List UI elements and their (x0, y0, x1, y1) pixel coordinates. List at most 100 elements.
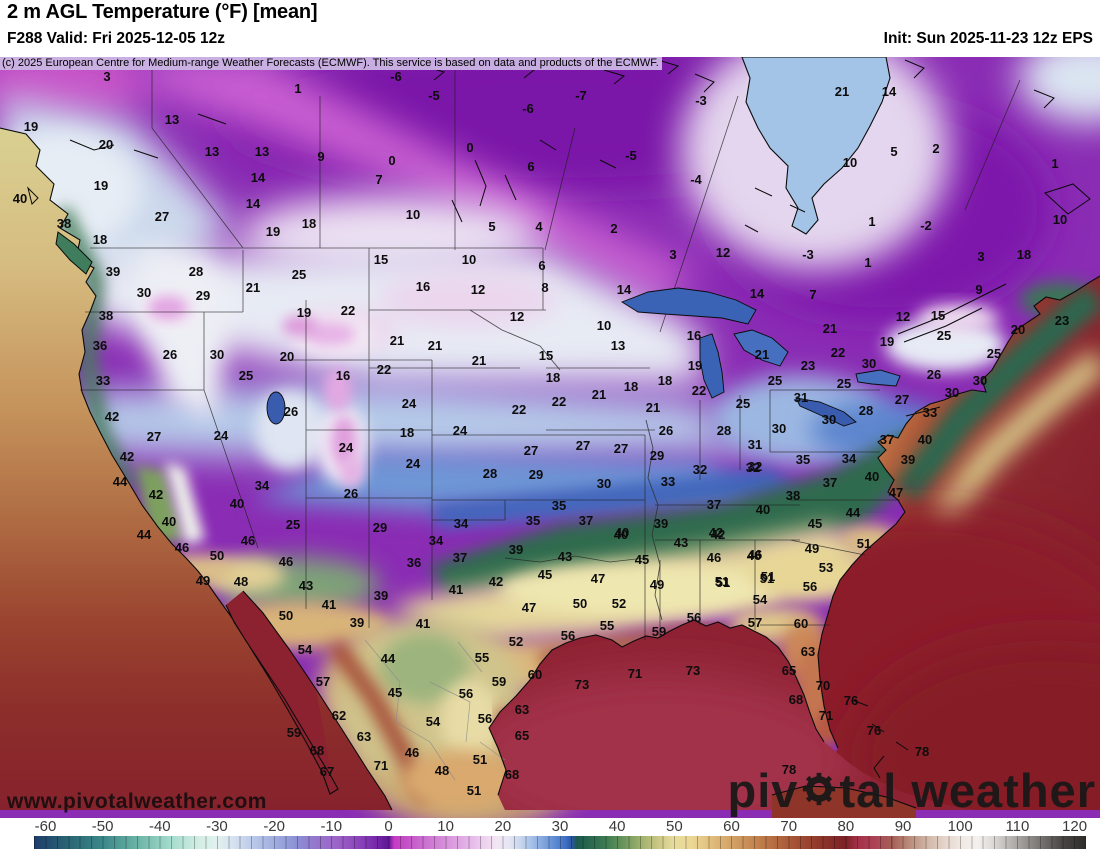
temp-label: -2 (920, 218, 932, 233)
temp-label: 18 (546, 370, 560, 385)
temp-label: 51 (857, 536, 871, 551)
temp-label: 1 (868, 214, 875, 229)
lake-huron (733, 329, 789, 367)
temp-label: 39 (106, 264, 120, 279)
colorbar-gridlines (34, 836, 1086, 849)
temp-label: 41 (449, 582, 463, 597)
temp-label: 55 (475, 650, 489, 665)
temp-label: 25 (768, 373, 782, 388)
temp-label: 21 (835, 84, 849, 99)
temp-label: 78 (782, 762, 796, 777)
temp-label: 25 (292, 267, 306, 282)
temp-label: 22 (512, 402, 526, 417)
temp-label: 40 (230, 496, 244, 511)
temp-label: 42 (120, 449, 134, 464)
temp-label: 18 (93, 232, 107, 247)
temp-label: 60 (794, 616, 808, 631)
temp-label: 40 (13, 191, 27, 206)
temp-label: 28 (859, 403, 873, 418)
ocean-regions (0, 57, 1100, 810)
temp-label: 68 (310, 743, 324, 758)
init-time: Init: Sun 2025-11-23 12z EPS (883, 30, 1093, 47)
temp-label: 57 (316, 674, 330, 689)
temp-label: 34 (454, 516, 469, 531)
temp-label: 56 (478, 711, 492, 726)
temp-label: 57 (748, 615, 762, 630)
temp-label: 60 (528, 667, 542, 682)
temp-label: 49 (650, 577, 664, 592)
temp-label: 40 (865, 469, 879, 484)
temp-label: 42 (149, 487, 163, 502)
colorbar-tick: -30 (206, 818, 228, 835)
temp-label: 38 (786, 488, 800, 503)
temp-label: 5 (890, 144, 897, 159)
temp-label: 26 (659, 423, 673, 438)
temp-label: 29 (373, 520, 387, 535)
temp-label: 50 (573, 596, 587, 611)
brand-watermark: piv tal weather (728, 762, 1096, 819)
temp-label: 76 (867, 723, 881, 738)
temp-label: 45 (808, 516, 822, 531)
temp-label: 21 (246, 280, 260, 295)
temp-label: 46 (707, 550, 721, 565)
temp-label: 35 (526, 513, 540, 528)
temp-label: 46 (405, 745, 419, 760)
lake-michigan (699, 333, 725, 399)
temp-label: 48 (435, 763, 449, 778)
temp-label: -6 (390, 69, 402, 84)
site-watermark: www.pivotalweather.com (7, 790, 267, 813)
temp-label: 9 (975, 282, 982, 297)
temp-label: 56 (561, 628, 575, 643)
temp-label: 15 (931, 308, 945, 323)
temp-label: 44 (381, 651, 396, 666)
temp-label: 30 (137, 285, 151, 300)
temp-label: 30 (973, 373, 987, 388)
colorbar-tick: 100 (947, 818, 973, 835)
temp-label: 73 (686, 663, 700, 678)
temp-label: 28 (189, 264, 203, 279)
temp-label: 65 (515, 728, 529, 743)
temp-label: 41 (416, 616, 430, 631)
temp-label: 40 (918, 432, 932, 447)
temp-label: 22 (341, 303, 355, 318)
temp-label: 7 (809, 287, 816, 302)
temp-label: 12 (471, 282, 485, 297)
temp-label: 25 (987, 346, 1001, 361)
temp-label: 15 (374, 252, 388, 267)
brand-text-post: tal weather (839, 764, 1096, 817)
temp-label: 59 (287, 725, 301, 740)
temp-label: 18 (302, 216, 316, 231)
temp-label: 16 (416, 279, 430, 294)
temp-label: 78 (915, 744, 929, 759)
temp-label: 10 (597, 318, 611, 333)
temp-label: 21 (592, 387, 606, 402)
temp-label: -5 (625, 148, 637, 163)
temp-label: 1 (864, 255, 871, 270)
temp-label: 37 (453, 550, 467, 565)
temp-label: 14 (882, 84, 897, 99)
temp-label: 39 (654, 516, 668, 531)
temp-label: 40 (162, 514, 176, 529)
temp-label: 45 (538, 567, 552, 582)
temp-label: 59 (492, 674, 506, 689)
temp-label: 46 (747, 548, 761, 563)
lake-ontario (855, 369, 901, 387)
temp-label: 44 (113, 474, 128, 489)
temp-label: 14 (750, 286, 765, 301)
temp-label: 71 (628, 666, 642, 681)
colorbar-tick: 120 (1062, 818, 1088, 835)
temp-label: 51 (715, 574, 729, 589)
temp-label: 30 (772, 421, 786, 436)
temp-label: 39 (509, 542, 523, 557)
lake-superior (620, 287, 757, 325)
temp-label: 40 (614, 527, 628, 542)
temp-label: 27 (614, 441, 628, 456)
temp-label: 71 (819, 708, 833, 723)
temp-label: 25 (937, 328, 951, 343)
colorbar-tick: 60 (723, 818, 740, 835)
temp-label: 44 (846, 505, 861, 520)
temp-label: -4 (690, 172, 702, 187)
temp-label: 22 (377, 362, 391, 377)
temp-label: 51 (761, 569, 775, 584)
